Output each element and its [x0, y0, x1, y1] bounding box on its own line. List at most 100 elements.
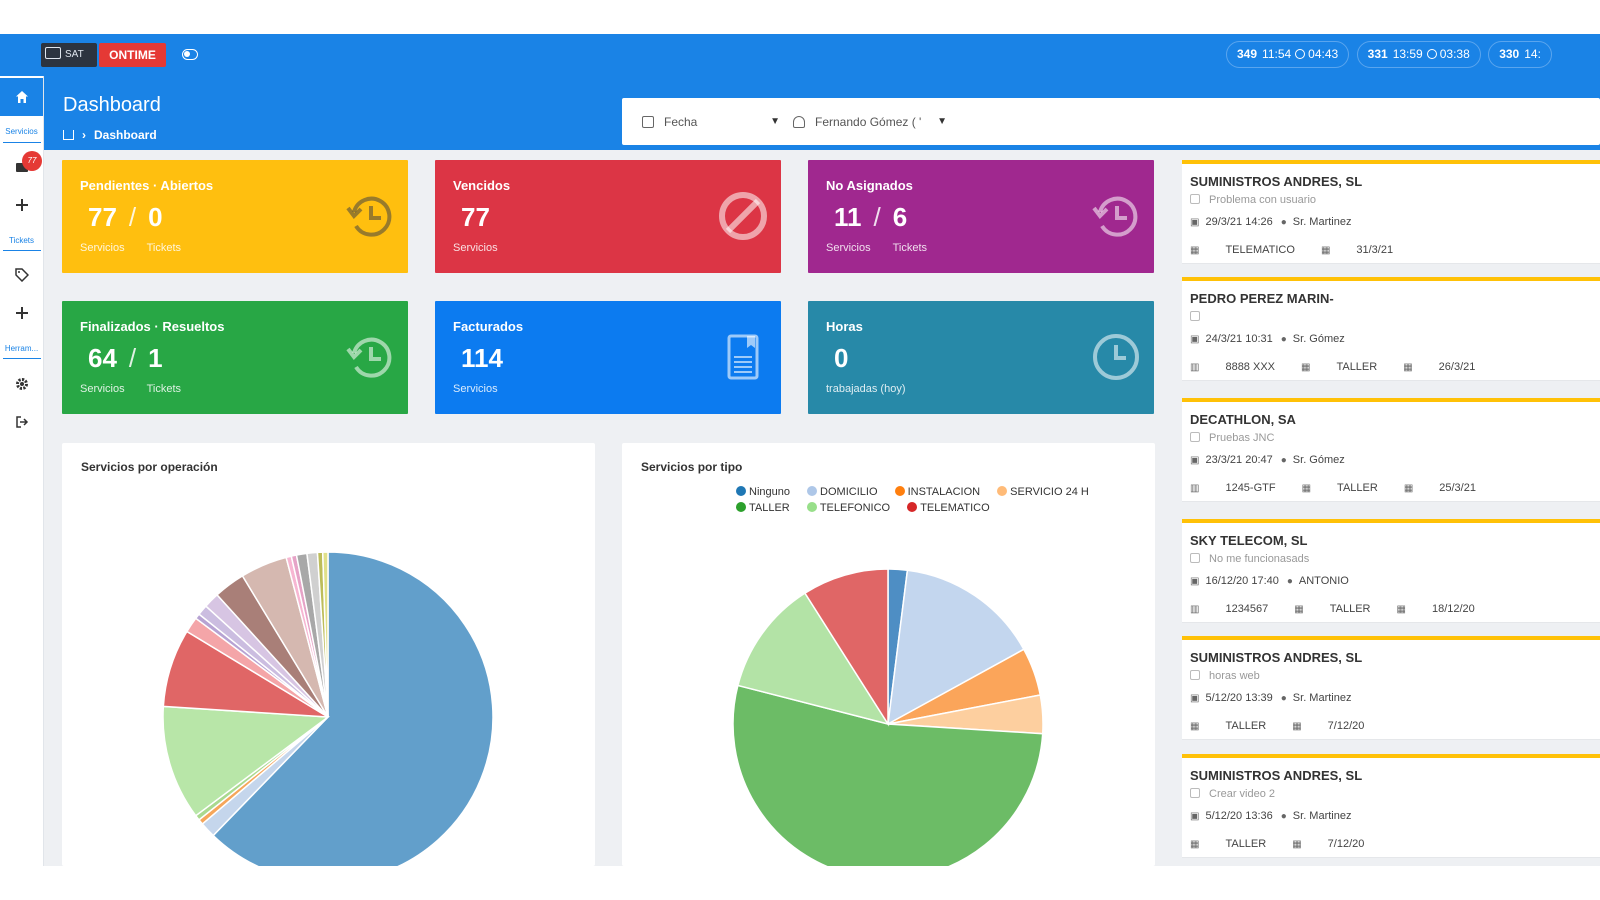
ticket-card[interactable]: SUMINISTROS ANDRES, SL Crear video 2 ▣ 5/…	[1182, 754, 1600, 858]
ticket-technician: Sr. Martinez	[1292, 692, 1352, 704]
ticket-due-date: 7/12/20	[1327, 720, 1365, 732]
ticket-meta: ▣ 23/3/21 20:47 ● Sr. Gómez	[1190, 454, 1345, 466]
legend-item[interactable]: TELEFONICO	[806, 502, 891, 514]
operacion-slice-18[interactable]	[321, 551, 329, 718]
top-bar: SAT ONTIME 349 11:54 04:43 331 13:59 03:38 3…	[0, 34, 1600, 76]
counter-pill[interactable]: 330 14:	[1488, 41, 1552, 68]
legend-item[interactable]: Ninguno	[736, 486, 790, 498]
legend-label: TELEFONICO	[819, 502, 891, 514]
user-icon: ●	[1286, 576, 1293, 587]
sidebar-divider	[3, 250, 41, 251]
gear-icon	[15, 378, 28, 390]
card-value-secondary: 6	[892, 202, 908, 232]
tipo-slice-6[interactable]	[736, 592, 890, 726]
ticket-footer: ▦ TALLER ▦ 7/12/20	[1190, 838, 1390, 850]
barcode-icon: ▥	[1190, 362, 1200, 373]
ticket-description	[1190, 311, 1209, 323]
card-finalizados[interactable]: Finalizados · Resueltos 64 / 1 Servicios Ti…	[62, 301, 408, 414]
ticket-client: SUMINISTROS ANDRES, SL	[1190, 174, 1363, 189]
plus-icon	[15, 199, 28, 211]
ticket-meta: ▣ 5/12/20 13:36 ● Sr. Martinez	[1190, 810, 1351, 822]
ticket-due-date: 7/12/20	[1327, 838, 1365, 850]
ticket-footer: ▦ TALLER ▦ 7/12/20	[1190, 720, 1390, 732]
card-horas[interactable]: Horas 0 trabajadas (hoy)	[808, 301, 1154, 414]
card-vencidos[interactable]: Vencidos 77 Servicios	[435, 160, 781, 273]
chevron-down-icon: ▼	[770, 116, 780, 127]
legend-item[interactable]: INSTALACION	[894, 486, 980, 498]
barcode-icon: ▥	[1190, 483, 1200, 494]
sidebar-item-settings[interactable]	[0, 369, 43, 399]
toggle-icon[interactable]	[182, 49, 198, 60]
counter-pill[interactable]: 331 13:59 03:38	[1356, 41, 1481, 68]
calendar-icon: ▦	[1292, 721, 1302, 732]
logout-icon	[15, 416, 28, 428]
divider	[1182, 739, 1600, 740]
user-filter-value: Fernando Gómez ( '	[815, 115, 922, 129]
chart-legend: Ninguno DOMICILIO INSTALACION SERVICIO 2…	[736, 486, 1136, 518]
user-icon: ●	[1280, 455, 1287, 466]
sidebar-label-herramientas[interactable]: Herram...	[4, 344, 39, 353]
legend-label: SERVICIO 24 H	[1010, 486, 1089, 498]
separator: /	[128, 202, 137, 232]
card-sublabels: Servicios Tickets	[826, 242, 949, 254]
card-value-primary: 114	[461, 343, 503, 373]
counter-number: 349	[1237, 47, 1258, 61]
sidebar-label-servicios[interactable]: Servicios	[5, 127, 38, 136]
legend-item[interactable]: TELEMATICO	[907, 502, 990, 514]
sidebar-item-add-tool[interactable]	[0, 298, 43, 328]
tipo-slice-7[interactable]	[803, 568, 889, 727]
calendar-icon: ▣	[1190, 455, 1200, 466]
legend-item[interactable]: DOMICILIO	[807, 486, 878, 498]
counter-number: 331	[1367, 47, 1388, 61]
tipo-slice-2[interactable]	[887, 569, 1025, 726]
ontime-button[interactable]: ONTIME	[99, 43, 166, 67]
card-sublabels: trabajadas (hoy)	[826, 383, 928, 395]
ticket-description: horas web	[1190, 670, 1260, 682]
ticket-card[interactable]: PEDRO PEREZ MARIN- ▣ 24/3/21 10:31 ● Sr. Gó…	[1182, 277, 1600, 381]
legend-item[interactable]: TALLER	[736, 502, 790, 514]
ticket-client: SUMINISTROS ANDRES, SL	[1190, 768, 1363, 783]
ticket-card[interactable]: SKY TELECOM, SL No me funcionasads ▣ 16/1…	[1182, 519, 1600, 623]
card-no-asignados[interactable]: No Asignados 11 / 6 Servicios Tickets	[808, 160, 1154, 273]
ticket-datetime: 29/3/21 14:26	[1205, 216, 1273, 228]
ticket-footer: ▥ 8888 XXX ▦ TALLER ▦ 26/3/21	[1190, 361, 1501, 373]
user-icon: ●	[1280, 811, 1287, 822]
sidebar-item-tags[interactable]	[0, 260, 43, 290]
legend-item[interactable]: SERVICIO 24 H	[997, 486, 1089, 498]
ban-icon	[719, 192, 767, 240]
ticket-technician: Sr. Gómez	[1292, 333, 1345, 345]
card-sublabel: Servicios	[80, 242, 125, 254]
card-sublabel: Servicios	[826, 242, 871, 254]
ticket-card[interactable]: DECATHLON, SA Pruebas JNC ▣ 23/3/21 20:47…	[1182, 398, 1600, 502]
separator: /	[128, 343, 137, 373]
sidebar-item-add-ticket[interactable]	[0, 190, 43, 220]
legend-swatch	[736, 486, 746, 496]
ticket-due-date: 31/3/21	[1356, 244, 1394, 256]
breadcrumb-current[interactable]: Dashboard	[94, 128, 157, 142]
tipo-slice-5[interactable]	[732, 684, 1044, 866]
card-pendientes[interactable]: Pendientes · Abiertos 77 / 0 Servicios Tick…	[62, 160, 408, 273]
sidebar-item-logout[interactable]	[0, 407, 43, 437]
ticket-card[interactable]: SUMINISTROS ANDRES, SL Problema con usua…	[1182, 160, 1600, 264]
ticket-card[interactable]: SUMINISTROS ANDRES, SL horas web ▣ 5/12/2…	[1182, 636, 1600, 740]
counter-pill[interactable]: 349 11:54 04:43	[1226, 41, 1350, 68]
date-filter-value: Fecha	[664, 115, 698, 129]
sidebar-item-home[interactable]	[0, 76, 43, 116]
card-facturados[interactable]: Facturados 114 Servicios	[435, 301, 781, 414]
chart-panel-operacion: Servicios por operación	[62, 443, 595, 866]
operacion-slice-5[interactable]	[162, 705, 331, 817]
chart-title: Servicios por operación	[81, 460, 218, 474]
building-icon: ▦	[1301, 362, 1311, 373]
operacion-slice-1[interactable]	[212, 551, 494, 866]
notification-badge[interactable]: 77	[22, 151, 42, 171]
filter-bar: Fecha ▼ Fernando Gómez ( ' ▼	[622, 98, 1600, 145]
ticket-footer: ▥ 1245-GTF ▦ TALLER ▦ 25/3/21	[1190, 482, 1502, 494]
card-title: Pendientes · Abiertos	[80, 178, 214, 193]
user-filter-select[interactable]: Fernando Gómez ( ' ▼	[793, 110, 947, 134]
app-logo[interactable]: SAT	[41, 43, 97, 67]
home-icon[interactable]	[63, 130, 74, 140]
card-sublabels: Servicios	[453, 383, 520, 395]
sidebar-label-tickets[interactable]: Tickets	[8, 236, 35, 245]
date-filter-select[interactable]: Fecha ▼	[642, 110, 780, 134]
